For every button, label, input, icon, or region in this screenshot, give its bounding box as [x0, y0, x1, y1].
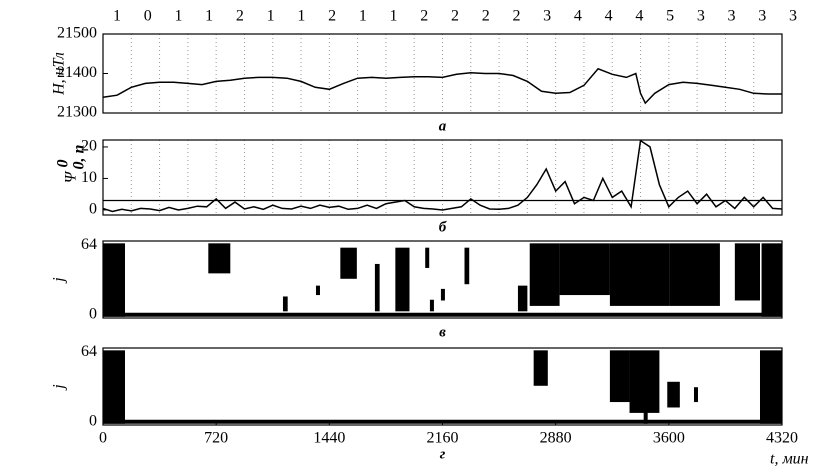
top-label: 4: [635, 8, 643, 25]
raster-region: [609, 243, 670, 306]
raster-region: [440, 288, 445, 301]
series-line: [102, 67, 782, 105]
y-label-text: j: [51, 277, 68, 284]
top-label: 1: [390, 8, 398, 25]
y-tick-label: 21400: [57, 64, 97, 81]
top-label: 0: [144, 8, 152, 25]
top-label: 3: [697, 8, 705, 25]
raster-region: [693, 387, 698, 403]
x-tick-label: 2880: [540, 430, 572, 447]
panel-frame: [102, 347, 783, 426]
raster-region: [667, 381, 680, 408]
raster-region: [759, 350, 782, 424]
x-tick-label: 3600: [653, 430, 685, 447]
top-label: 2: [512, 8, 520, 25]
raster-region: [315, 285, 320, 296]
x-tick-label: 1440: [313, 430, 345, 447]
top-label: 1: [267, 8, 275, 25]
top-label: 1: [113, 8, 121, 25]
y-tick-label: 0: [89, 305, 97, 322]
y-label: j: [51, 384, 68, 391]
panel-frame: [102, 240, 783, 319]
raster-region: [643, 408, 648, 424]
top-label: 1: [297, 8, 305, 25]
raster-region: [761, 243, 782, 317]
panel-label: а: [439, 118, 447, 134]
raster-region: [559, 243, 610, 296]
top-label: 1: [205, 8, 213, 25]
y-label: Ψ 0 0, n: [55, 145, 88, 184]
raster-region: [629, 350, 660, 413]
y-tick-label: 64: [81, 343, 97, 360]
raster-region: [103, 243, 126, 317]
top-label: 2: [482, 8, 490, 25]
x-tick-label: 2160: [427, 430, 459, 447]
y-tick-label: 0: [89, 201, 97, 218]
x-tick-label: 0: [99, 430, 107, 447]
y-tick-label: 21300: [57, 104, 97, 121]
raster-region: [734, 243, 760, 301]
y-label-sup: 0: [55, 160, 72, 168]
raster-region: [609, 350, 630, 403]
raster-region: [517, 285, 528, 312]
top-label: 2: [420, 8, 428, 25]
panel-label: в: [439, 324, 446, 340]
top-label: 3: [728, 8, 736, 25]
y-tick-label: 64: [81, 236, 97, 253]
raster-region: [282, 296, 288, 312]
raster-region: [533, 350, 548, 386]
top-label: 3: [758, 8, 766, 25]
raster-region: [103, 350, 126, 424]
y-label: j: [51, 277, 68, 284]
top-label: 4: [605, 8, 613, 25]
raster-region: [208, 243, 231, 274]
y-tick-label: 10: [81, 169, 97, 186]
x-tick-label: 4320: [766, 430, 798, 447]
raster-region: [429, 299, 434, 312]
series-line: [102, 139, 783, 213]
raster-region: [340, 247, 357, 279]
top-label: 2: [451, 8, 459, 25]
raster-region: [529, 243, 560, 306]
y-label-text: Ψ: [63, 170, 80, 183]
panel-frame: [102, 139, 783, 216]
panel-label: г: [440, 446, 446, 462]
raster-region: [395, 247, 410, 312]
panel-frame: [102, 33, 783, 114]
y-label-text: j: [51, 384, 68, 391]
top-label: 3: [789, 8, 797, 25]
x-tick-label: 720: [204, 430, 228, 447]
top-label: 2: [236, 8, 244, 25]
raster-region: [669, 243, 720, 306]
y-label-sub: 0, n: [71, 145, 88, 170]
top-label: 3: [543, 8, 551, 25]
y-label: H, нТл: [51, 52, 68, 96]
raster-region: [103, 312, 782, 317]
y-label-text: H, нТл: [51, 52, 68, 96]
y-tick-label: 21500: [57, 25, 97, 42]
raster-region: [103, 419, 782, 424]
raster-region: [425, 247, 430, 268]
top-label: 1: [174, 8, 182, 25]
y-tick-label: 0: [89, 412, 97, 429]
top-label: 1: [359, 8, 367, 25]
raster-region: [374, 263, 380, 312]
x-axis-label: t, мин: [770, 451, 809, 468]
y-tick-label: 20: [81, 138, 97, 155]
raster-region: [464, 247, 470, 285]
top-label: 2: [328, 8, 336, 25]
top-label: 5: [666, 8, 674, 25]
panel-label: б: [439, 219, 447, 235]
top-label: 4: [574, 8, 582, 25]
